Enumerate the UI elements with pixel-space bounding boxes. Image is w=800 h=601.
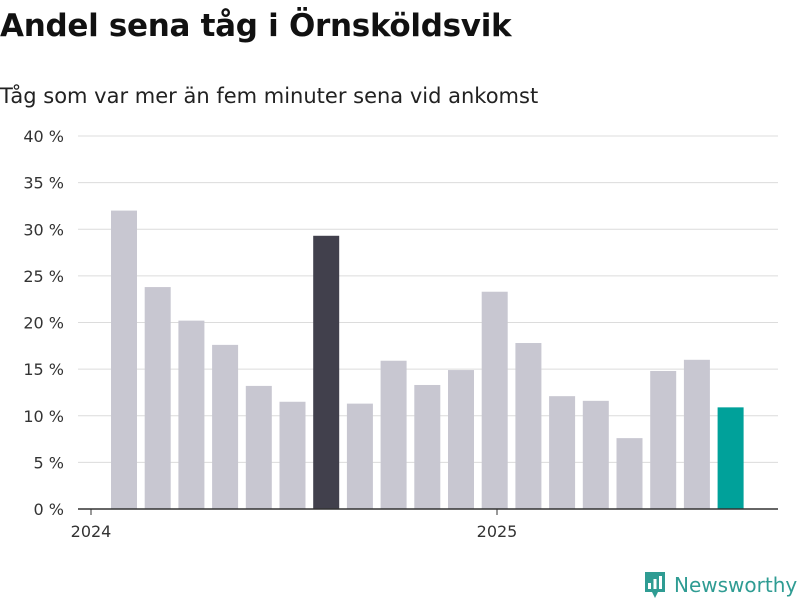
y-tick-label: 30 % (23, 220, 64, 239)
x-tick-label: 2025 (477, 522, 518, 541)
bar (448, 370, 474, 509)
newsworthy-chart-icon (645, 572, 665, 598)
chart-subtitle: Tåg som var mer än fem minuter sena vid … (0, 84, 539, 108)
bar (650, 370, 677, 509)
bar (279, 401, 306, 509)
chart-title: Andel sena tåg i Örnsköldsvik (0, 8, 512, 44)
bar (111, 210, 137, 509)
bars (111, 210, 744, 509)
y-tick-label: 35 % (23, 174, 64, 193)
bar (212, 344, 239, 509)
bar (717, 407, 744, 509)
bar (481, 291, 508, 509)
y-tick-label: 25 % (23, 267, 64, 286)
bar (313, 235, 340, 509)
x-tick-label: 2024 (71, 522, 112, 541)
bar (414, 384, 441, 509)
y-tick-label: 20 % (23, 314, 64, 333)
bar (515, 343, 542, 509)
y-tick-label: 15 % (23, 360, 64, 379)
bar (380, 360, 407, 509)
newsworthy-logo: Newsworthy (643, 569, 797, 601)
bar (683, 359, 710, 509)
y-tick-label: 40 % (23, 127, 64, 146)
brand-name: Newsworthy (674, 573, 798, 597)
bar (616, 438, 643, 509)
bar (582, 400, 609, 509)
bar (549, 396, 576, 509)
bar (178, 320, 205, 509)
bar (346, 403, 373, 509)
bar (144, 287, 171, 509)
y-tick-label: 10 % (23, 407, 64, 426)
x-axis-ticks: 2024 2025 (71, 509, 518, 541)
y-tick-label: 0 % (34, 500, 64, 519)
gridlines (78, 135, 778, 463)
bar (245, 385, 272, 509)
y-axis-ticks: 0 % 5 % 10 % 15 % 20 % 25 % 30 % 35 % 40 % (23, 127, 64, 519)
y-tick-label: 5 % (34, 453, 64, 472)
